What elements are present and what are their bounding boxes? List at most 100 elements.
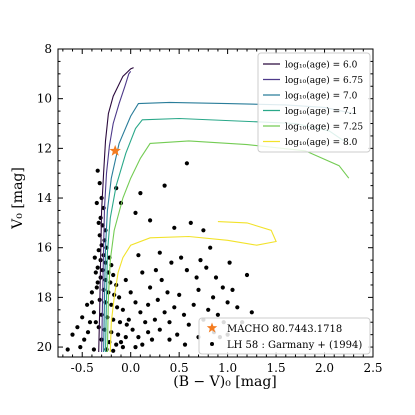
- data-point: [230, 287, 235, 292]
- legend-label: log₁₀(age) = 6.0: [285, 60, 358, 71]
- y-tick-label: 8: [44, 42, 52, 56]
- data-point: [196, 287, 201, 292]
- legend-label: log₁₀(age) = 6.75: [285, 75, 363, 86]
- data-point: [184, 161, 189, 166]
- data-point: [96, 325, 101, 330]
- axes-layer: -0.5 0.0 0.5 1.0 1.5 2.0 2.5 8 10 12 14 16 18 20: [37, 42, 383, 375]
- data-point: [80, 315, 85, 320]
- data-point: [140, 342, 145, 347]
- data-point: [138, 191, 143, 196]
- data-point: [117, 295, 122, 300]
- data-point: [146, 330, 151, 335]
- data-point: [85, 302, 90, 307]
- data-point: [167, 320, 172, 325]
- data-point: [92, 255, 97, 260]
- data-point: [65, 347, 70, 352]
- data-point: [89, 290, 94, 295]
- data-point: [95, 265, 100, 270]
- data-point: [85, 330, 91, 335]
- data-point: [117, 320, 123, 325]
- data-point: [111, 348, 116, 353]
- data-point: [82, 337, 87, 342]
- legend-label-garmany: LH 58 : Garmany + (1994): [227, 340, 362, 351]
- data-point: [116, 332, 121, 337]
- x-tick-label: 0.0: [121, 361, 140, 375]
- data-point: [109, 302, 114, 307]
- x-tick-label: 1.5: [267, 361, 286, 375]
- legend-box: [257, 52, 371, 153]
- data-point: [95, 280, 100, 285]
- isochrone-line: [101, 71, 132, 353]
- data-point: [120, 307, 125, 312]
- data-point: [194, 275, 199, 280]
- data-point: [93, 270, 98, 275]
- data-point: [93, 320, 98, 325]
- data-point: [75, 325, 80, 330]
- x-tick-label: 2.5: [363, 361, 382, 375]
- legend-star-marker: [206, 322, 218, 333]
- star-layer: [109, 144, 121, 156]
- y-axis-label: V₀ [mag]: [10, 167, 26, 230]
- data-point: [96, 220, 101, 225]
- data-point: [130, 327, 135, 332]
- data-point: [211, 295, 216, 300]
- x-tick-label: 2.0: [315, 361, 334, 375]
- data-point: [175, 332, 180, 337]
- data-point: [249, 310, 254, 315]
- data-point: [115, 305, 120, 310]
- legend-label: log₁₀(age) = 7.1: [285, 106, 357, 117]
- data-point: [118, 340, 124, 345]
- data-point: [111, 272, 116, 278]
- y-tick-label: 20: [37, 340, 52, 354]
- y-tick-label: 18: [37, 290, 52, 304]
- data-point: [91, 347, 96, 352]
- data-point: [162, 310, 167, 315]
- data-point: [225, 300, 230, 305]
- data-point: [114, 342, 119, 347]
- data-point: [191, 302, 196, 307]
- data-point: [179, 255, 184, 260]
- data-point: [133, 210, 138, 215]
- legend-box-points: [198, 317, 371, 355]
- data-point: [138, 310, 143, 315]
- x-tick-label: -0.5: [71, 361, 94, 375]
- data-point: [133, 345, 138, 350]
- data-point: [124, 322, 129, 327]
- data-point: [120, 345, 125, 350]
- data-point: [152, 317, 157, 322]
- data-point: [149, 337, 155, 342]
- data-point: [235, 305, 240, 310]
- data-point: [143, 320, 148, 325]
- data-point: [181, 312, 187, 317]
- data-point: [206, 307, 211, 312]
- data-point: [123, 335, 128, 340]
- data-point: [70, 332, 75, 337]
- data-point: [136, 253, 141, 258]
- isochrone-line: [109, 221, 277, 353]
- data-point: [169, 260, 174, 265]
- data-point: [148, 285, 153, 290]
- data-point: [159, 277, 164, 283]
- y-tick-label: 12: [37, 141, 52, 155]
- data-point: [78, 345, 83, 350]
- data-point: [91, 310, 96, 315]
- data-point: [244, 272, 250, 278]
- legend-point-marker: [210, 342, 214, 346]
- data-point: [162, 183, 167, 188]
- data-point: [177, 292, 182, 297]
- data-point: [201, 228, 206, 233]
- data-point: [186, 322, 191, 327]
- isochrone-line: [98, 67, 134, 353]
- data-point: [128, 290, 133, 295]
- data-point: [213, 275, 219, 280]
- data-point: [155, 297, 160, 302]
- data-point: [165, 290, 170, 295]
- legend-points: MACHO 80.7443.1718 LH 58 : Garmany + (199…: [198, 317, 371, 355]
- data-point: [99, 243, 104, 248]
- data-point: [95, 168, 100, 173]
- data-point: [215, 312, 220, 317]
- data-point: [184, 268, 189, 273]
- x-axis-label: (B − V)₀ [mag]: [173, 374, 277, 390]
- legend-label: log₁₀(age) = 7.0: [285, 91, 358, 102]
